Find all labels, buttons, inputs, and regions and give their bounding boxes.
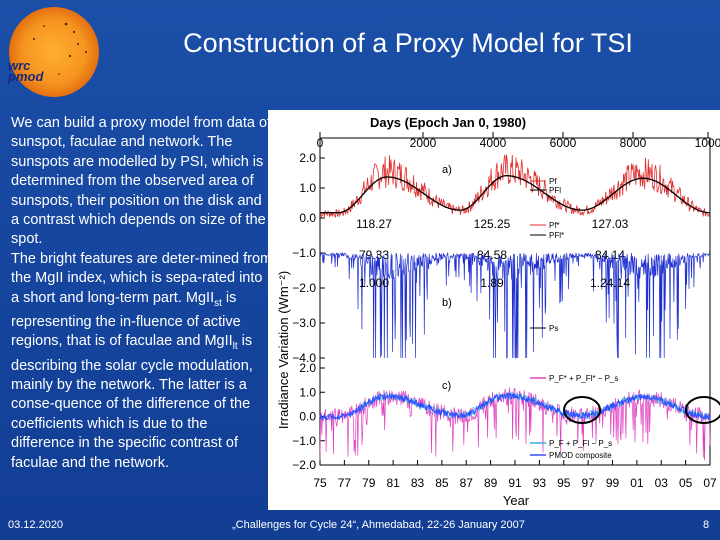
year-tick-label: 97	[581, 476, 595, 490]
year-tick-label: 93	[533, 476, 547, 490]
body-paragraph-2: The bright features are deter-mined from…	[11, 250, 273, 471]
y-tick-label: 2.0	[299, 151, 316, 165]
footer-page-number: 8	[703, 519, 710, 531]
annotation-label: 125.25	[474, 217, 511, 231]
year-tick-label: 01	[630, 476, 644, 490]
annotation-label: 1.000	[359, 276, 389, 290]
series-ps-sunspots	[319, 251, 711, 359]
year-tick-label: 03	[655, 476, 669, 490]
footer-conference: „Challenges for Cycle 24“, Ahmedabad, 22…	[232, 519, 525, 531]
y-tick-label: −2.0	[292, 281, 316, 295]
y-tick-label: −1.0	[292, 246, 316, 260]
top-axis-tick-label: 6000	[550, 136, 577, 150]
top-axis-tick-label: 2000	[410, 136, 437, 150]
legend-label: Pf*	[549, 221, 560, 230]
year-tick-label: 91	[508, 476, 522, 490]
legend-label: PMOD composite	[549, 451, 612, 460]
y-axis-label: Irradiance Variation (Wm⁻²)	[276, 271, 291, 429]
year-tick-label: 85	[435, 476, 449, 490]
y-tick-label: 1.0	[299, 385, 316, 399]
panel-c-label: c)	[442, 380, 451, 392]
legend-label: Ps	[549, 324, 558, 333]
tsi-proxy-figure: Days (Epoch Jan 0, 1980) 0 2000 4000 6000 80…	[268, 110, 720, 510]
legend-label: P_F* + P_Fl* − P_s	[549, 374, 618, 383]
body-paragraph-1: We can build a proxy model from data of …	[11, 115, 272, 248]
series-pf-faculae	[319, 154, 711, 219]
year-tick-label: 77	[338, 476, 352, 490]
series-pmod-composite	[319, 391, 711, 422]
annotation-label: 127.03	[592, 217, 629, 231]
y-tick-label: −4.0	[292, 351, 316, 365]
x-axis-label: Year	[503, 493, 530, 508]
footer-date: 03.12.2020	[8, 519, 64, 531]
year-tick-label: 83	[411, 476, 425, 490]
year-tick-label: 87	[460, 476, 474, 490]
y-tick-label: 0.0	[299, 211, 316, 225]
annotation-label: 1.89	[480, 276, 504, 290]
sun-logo	[4, 4, 100, 100]
y-tick-label: 1.0	[299, 181, 316, 195]
y-tick-label: 2.0	[299, 361, 316, 375]
year-tick-label: 95	[557, 476, 571, 490]
y-tick-label: −3.0	[292, 316, 316, 330]
tsi-chart: Days (Epoch Jan 0, 1980) 0 2000 4000 6000 80…	[276, 115, 720, 508]
year-tick-label: 05	[679, 476, 693, 490]
year-tick-label: 75	[313, 476, 327, 490]
year-tick-label: 79	[362, 476, 376, 490]
top-axis-tick-label: 1000	[695, 136, 720, 150]
year-tick-label: 81	[386, 476, 400, 490]
panel-b-label: b)	[442, 297, 452, 309]
annotation-label: 118.27	[356, 217, 392, 231]
legend-label: PFl	[549, 186, 561, 195]
series-pfl-network	[320, 175, 710, 214]
year-tick-label: 07	[703, 476, 717, 490]
body-text: We can build a proxy model from data of …	[11, 114, 273, 473]
y-tick-label: 0.0	[299, 410, 316, 424]
year-tick-label: 89	[484, 476, 498, 490]
slide-title: Construction of a Proxy Model for TSI	[183, 28, 633, 58]
panel-a-label: a)	[442, 164, 452, 176]
legend-label: Pf	[549, 177, 557, 186]
top-axis-tick-label: 8000	[620, 136, 647, 150]
pmod-wrc-logo: wrc pmod	[8, 58, 44, 84]
year-tick-label: 99	[606, 476, 620, 490]
chart-title: Days (Epoch Jan 0, 1980)	[370, 115, 526, 130]
annotation-label: 1.24.14	[590, 276, 630, 290]
y-tick-label: −2.0	[292, 458, 316, 472]
top-axis-tick-label: 4000	[480, 136, 507, 150]
minimum-highlight-circle	[684, 396, 720, 424]
minimum-highlight-circle	[563, 396, 602, 424]
y-tick-label: −1.0	[292, 434, 316, 448]
legend-label: P_F + P_Fl − P_s	[549, 439, 612, 448]
legend-label: PFl*	[549, 231, 564, 240]
